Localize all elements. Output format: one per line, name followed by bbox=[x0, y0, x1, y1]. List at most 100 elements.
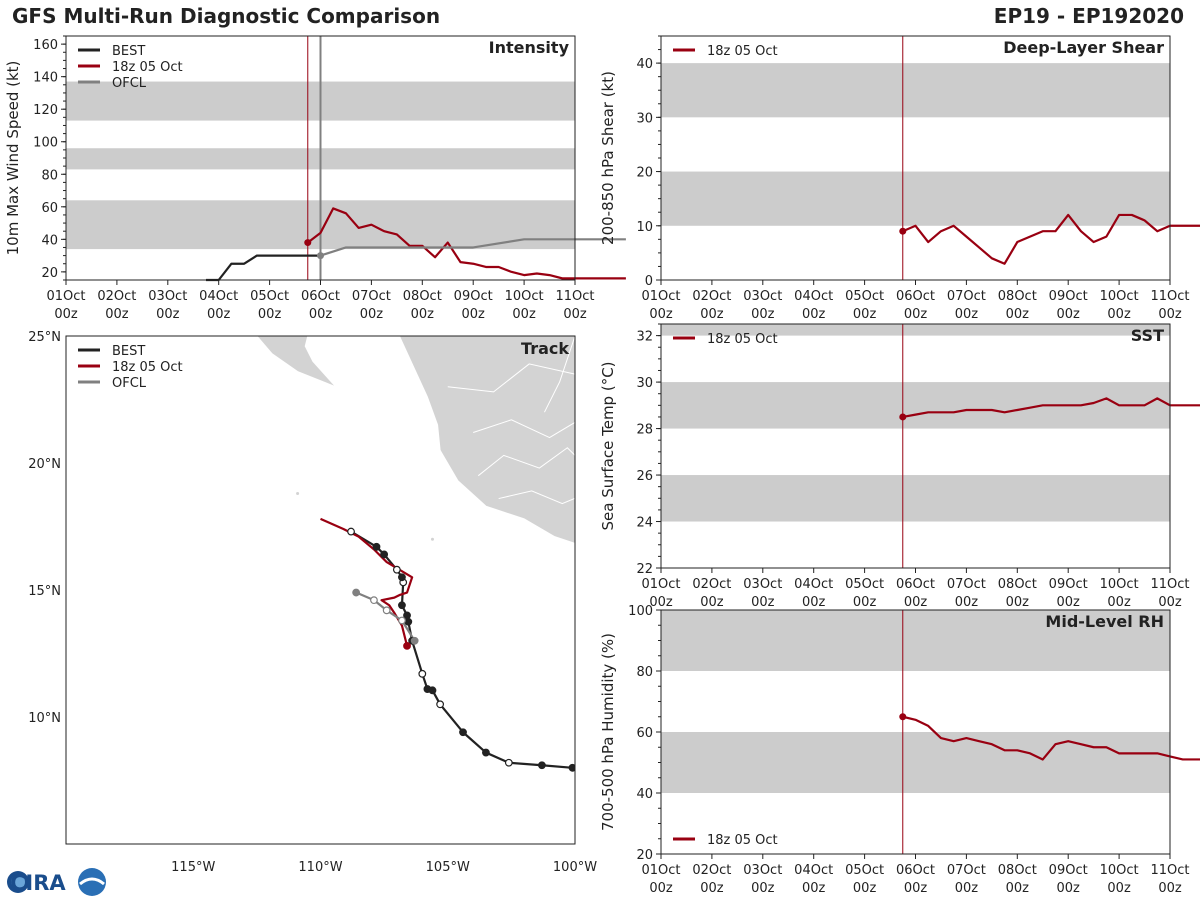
x-tick-label: 11Oct bbox=[1150, 577, 1189, 592]
panel-shear: 01Oct 00z 02Oct 00z 03Oct 00z 04Oct 00z 05Oct 00z… bbox=[599, 35, 1200, 322]
x-tick-label: 00z bbox=[802, 881, 826, 896]
panel-rh: 01Oct 00z 02Oct 00z 03Oct 00z 04Oct 00z 05Oct 00z… bbox=[599, 604, 1200, 896]
x-tick-label: 11Oct bbox=[555, 289, 594, 304]
band-1 bbox=[661, 382, 1170, 429]
x-tick-label: 05Oct bbox=[845, 289, 884, 304]
y-tick-label: 10 bbox=[636, 220, 653, 235]
y-axis-label: 200-850 hPa Shear (kt) bbox=[599, 71, 617, 245]
x-tick-label: 105°W bbox=[426, 860, 470, 875]
y-tick-label: 20 bbox=[636, 848, 653, 863]
x-tick-label: 03Oct bbox=[743, 577, 782, 592]
series-start-point bbox=[899, 413, 907, 421]
x-tick-label: 00z bbox=[853, 595, 877, 610]
x-tick-label: 00z bbox=[853, 307, 877, 322]
state-border bbox=[473, 419, 575, 439]
x-tick-label: 00z bbox=[955, 595, 979, 610]
x-tick-label: 01Oct bbox=[641, 863, 680, 878]
x-tick-label: 05Oct bbox=[845, 863, 884, 878]
track-point bbox=[398, 616, 406, 625]
legend-label: 18z 05 Oct bbox=[707, 44, 778, 59]
legend-label: BEST bbox=[112, 44, 145, 59]
y-axis-label: 10m Max Wind Speed (kt) bbox=[4, 61, 22, 256]
y-tick-label: 60 bbox=[636, 726, 653, 741]
series-start-point bbox=[304, 239, 312, 247]
x-tick-label: 07Oct bbox=[947, 289, 986, 304]
x-tick-label: 01Oct bbox=[46, 289, 85, 304]
y-tick-label: 100 bbox=[33, 136, 58, 151]
x-tick-label: 00z bbox=[751, 307, 775, 322]
x-tick-label: 00z bbox=[156, 307, 180, 322]
x-tick-label: 00z bbox=[700, 307, 724, 322]
x-tick-label: 04Oct bbox=[794, 289, 833, 304]
panel-title: Mid-Level RH bbox=[1045, 612, 1164, 631]
track-point bbox=[423, 685, 432, 693]
y-tick-label: 26 bbox=[636, 469, 653, 484]
x-tick-label: 04Oct bbox=[794, 577, 833, 592]
track-point bbox=[504, 758, 513, 767]
band-2 bbox=[661, 324, 1170, 336]
x-tick-label: 05Oct bbox=[845, 577, 884, 592]
y-tick-label: 40 bbox=[41, 233, 58, 248]
legend-label: OFCL bbox=[112, 376, 147, 391]
axes-frame bbox=[65, 335, 576, 845]
legend-label: 18z 05 Oct bbox=[707, 332, 778, 347]
x-tick-label: 00z bbox=[1057, 881, 1081, 896]
x-tick-label: 00z bbox=[411, 307, 435, 322]
x-tick-label: 00z bbox=[1107, 307, 1131, 322]
x-tick-label: 115°W bbox=[171, 860, 215, 875]
x-tick-label: 02Oct bbox=[97, 289, 136, 304]
island bbox=[296, 491, 300, 495]
x-tick-label: 08Oct bbox=[403, 289, 442, 304]
panel-sst: 01Oct 00z 02Oct 00z 03Oct 00z 04Oct 00z 05Oct 00z… bbox=[599, 323, 1200, 610]
x-tick-label: 06Oct bbox=[896, 577, 935, 592]
track-point bbox=[372, 542, 381, 551]
island bbox=[430, 537, 434, 541]
x-tick-label: 07Oct bbox=[947, 577, 986, 592]
track-line-18z-05-oct bbox=[320, 517, 414, 647]
x-tick-label: 00z bbox=[1006, 595, 1030, 610]
y-tick-label: 80 bbox=[636, 665, 653, 680]
track-point bbox=[459, 728, 467, 737]
y-tick-label: 20°N bbox=[28, 457, 61, 472]
y-tick-label: 160 bbox=[33, 38, 58, 53]
panel-intensity: 01Oct 00z 02Oct 00z 03Oct 00z 04Oct 00z 05Oct 00z… bbox=[4, 35, 626, 322]
legend-label: 18z 05 Oct bbox=[112, 360, 183, 375]
x-tick-label: 03Oct bbox=[148, 289, 187, 304]
legend-label: OFCL bbox=[112, 76, 147, 91]
x-tick-label: 00z bbox=[802, 307, 826, 322]
y-tick-label: 30 bbox=[636, 376, 653, 391]
x-tick-label: 00z bbox=[649, 307, 673, 322]
logo-text: CIRA bbox=[10, 871, 66, 895]
x-tick-label: 07Oct bbox=[352, 289, 391, 304]
page-title: GFS Multi-Run Diagnostic Comparison bbox=[12, 4, 441, 28]
band-0 bbox=[661, 475, 1170, 522]
y-tick-label: 100 bbox=[628, 604, 653, 619]
track-point bbox=[382, 606, 391, 615]
x-tick-label: 00z bbox=[700, 595, 724, 610]
series-line-18z-05-oct bbox=[902, 715, 1200, 761]
y-tick-label: 60 bbox=[41, 201, 58, 216]
band-1 bbox=[661, 610, 1170, 671]
track-point bbox=[398, 573, 406, 582]
x-tick-label: 00z bbox=[1057, 307, 1081, 322]
y-tick-label: 140 bbox=[33, 71, 58, 86]
y-tick-label: 30 bbox=[636, 111, 653, 126]
x-tick-label: 01Oct bbox=[641, 577, 680, 592]
x-tick-label: 09Oct bbox=[1049, 289, 1088, 304]
series-line-ofcl bbox=[320, 238, 626, 257]
x-tick-label: 00z bbox=[258, 307, 282, 322]
x-tick-label: 00z bbox=[512, 307, 536, 322]
x-tick-label: 00z bbox=[904, 595, 928, 610]
x-tick-label: 00z bbox=[1057, 595, 1081, 610]
land-baja bbox=[256, 336, 337, 388]
x-tick-label: 00z bbox=[1158, 881, 1182, 896]
series-line-18z-05-oct bbox=[902, 397, 1200, 419]
x-tick-label: 00z bbox=[802, 595, 826, 610]
axes-frame bbox=[660, 323, 1171, 569]
state-border bbox=[477, 447, 575, 477]
track-point bbox=[410, 636, 419, 645]
x-tick-label: 06Oct bbox=[896, 289, 935, 304]
track-point bbox=[568, 763, 575, 772]
storm-id: EP19 - EP192020 bbox=[993, 4, 1184, 28]
